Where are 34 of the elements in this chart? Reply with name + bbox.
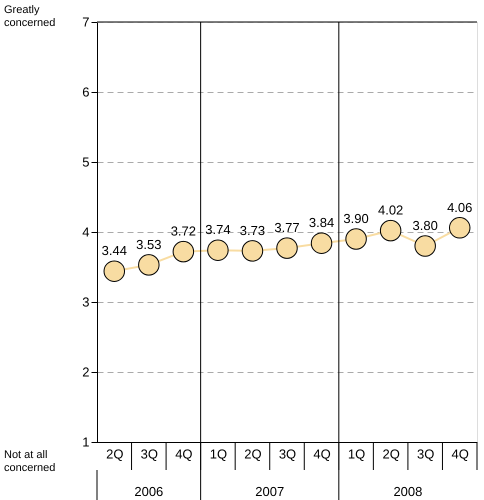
data-label: 3.90 (343, 211, 369, 226)
data-label: 3.84 (308, 215, 334, 230)
text: Greatly concerned (4, 4, 56, 29)
data-label: 4.02 (378, 202, 404, 218)
y-tick-label: 1 (82, 434, 90, 450)
y-tick-label: 5 (82, 154, 90, 170)
x-tick-label: 4Q (452, 446, 469, 462)
data-label: 3.72 (170, 224, 196, 239)
data-label: 3.77 (274, 220, 300, 236)
data-label: 3.73 (240, 222, 266, 238)
text: 2007 (255, 484, 284, 499)
x-tick-label: 3Q (140, 446, 158, 462)
x-tick-label: 4Q (175, 446, 193, 462)
data-label: 3.44 (102, 243, 127, 258)
text: Not at all concerned (4, 449, 56, 474)
y-tick-label: 7 (82, 14, 90, 30)
x-tick-label: 2Q (244, 446, 262, 462)
y-tick-label: 6 (82, 84, 90, 100)
data-label: 3.80 (412, 218, 438, 233)
text: 2008 (393, 484, 422, 499)
data-label: 3.74 (205, 222, 231, 238)
x-tick-label: 1Q (210, 446, 228, 462)
x-tick-label: 2Q (106, 446, 124, 462)
data-label: 4.06 (447, 200, 472, 215)
text: 2006 (134, 484, 164, 499)
y-tick-label: 3 (82, 294, 90, 310)
x-tick-label: 4Q (313, 446, 331, 462)
x-tick-label: 1Q (348, 446, 366, 462)
x-tick-label: 3Q (278, 446, 296, 462)
y-tick-label: 2 (82, 364, 90, 380)
data-label: 3.53 (136, 236, 162, 252)
x-tick-label: 3Q (417, 446, 434, 462)
y-tick-label: 4 (82, 224, 90, 240)
x-tick-label: 2Q (382, 446, 400, 462)
